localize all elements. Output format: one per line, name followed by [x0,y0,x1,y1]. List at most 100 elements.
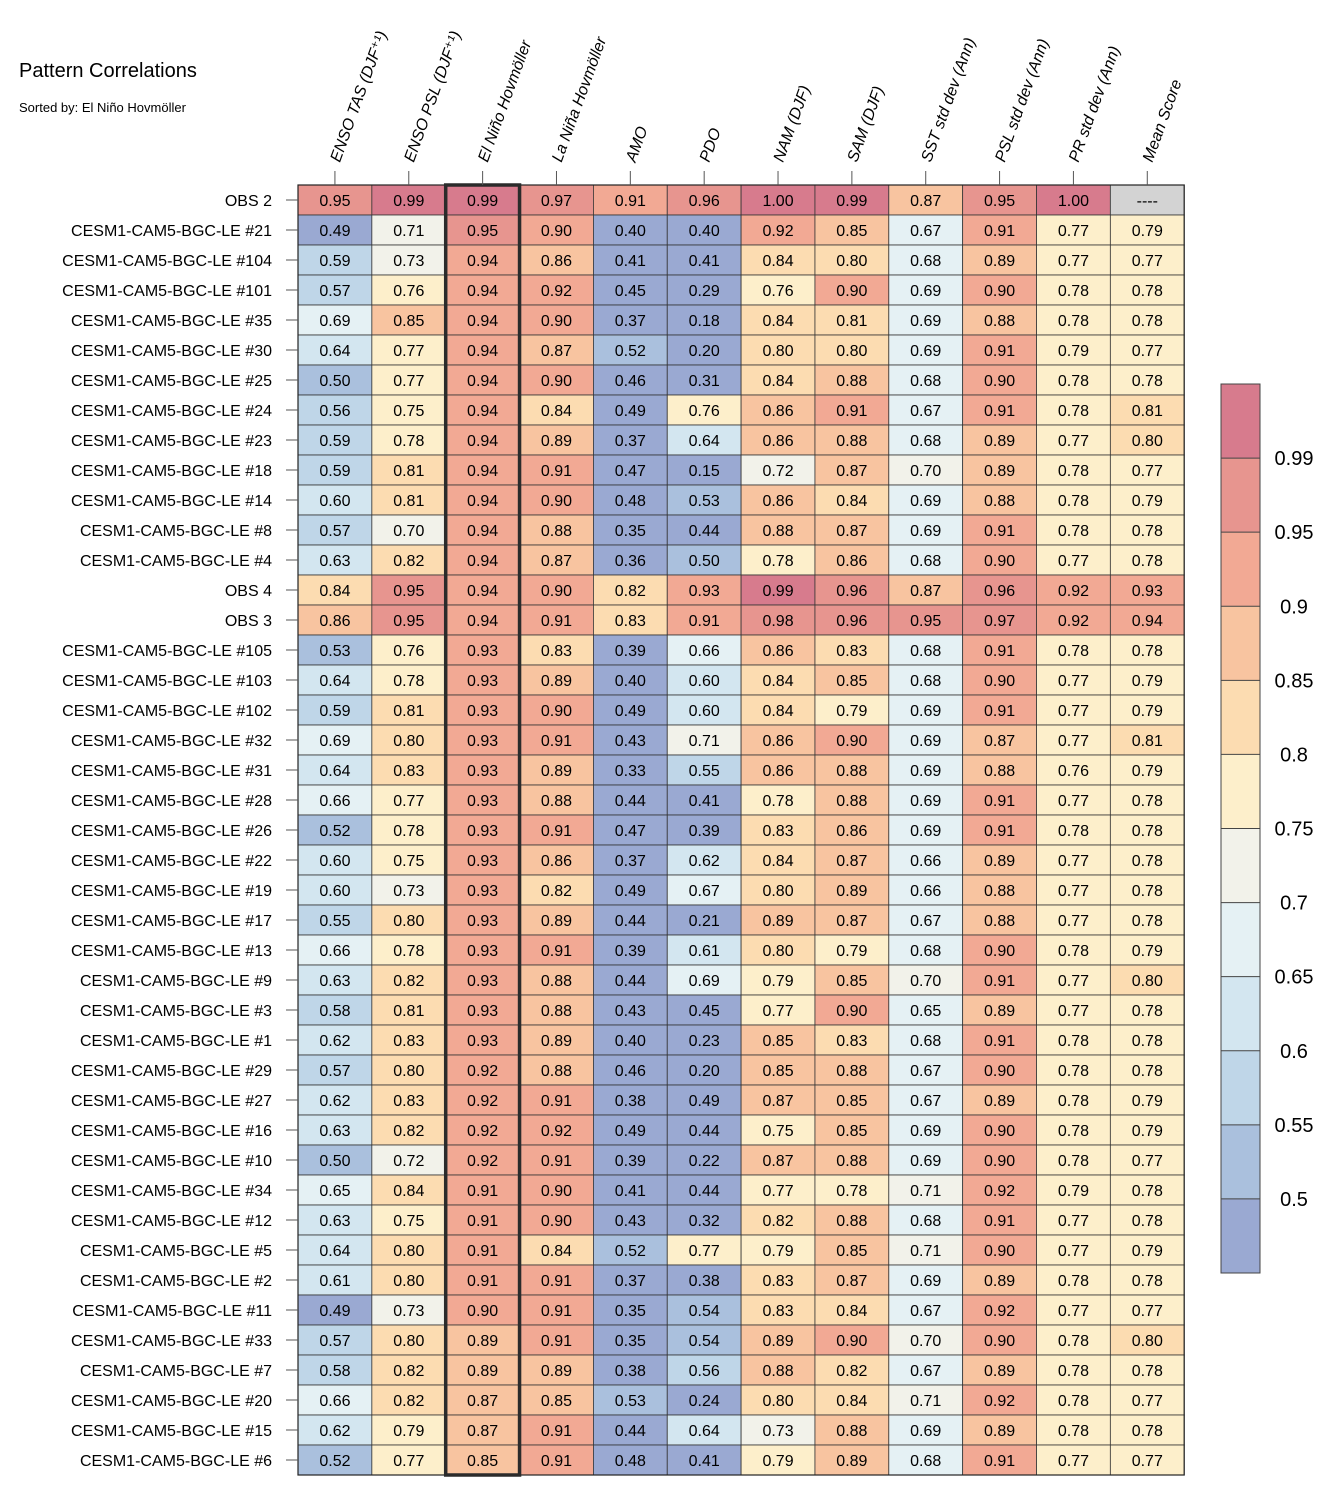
cell-value-label: 0.78 [1132,1003,1163,1020]
cell-value-label: 0.78 [393,673,424,690]
cell-value-label: 0.84 [762,253,793,270]
heatmap-cell [740,934,816,966]
cell-value-label: 0.50 [319,373,350,390]
cell-value-label: 0.84 [762,853,793,870]
heatmap-cell [297,1204,373,1236]
heatmap-cell [962,754,1037,786]
cell-value-label: 0.93 [467,793,498,810]
heatmap-cell [371,1114,447,1146]
cell-value-label: 0.69 [910,1123,941,1140]
row-label: CESM1-CAM5-BGC-LE #25 [71,373,272,390]
heatmap-cell [593,754,668,786]
cell-value-label: 0.83 [762,1303,793,1320]
cell-value-label: 0.84 [836,1303,867,1320]
heatmap-cell [666,274,742,306]
cell-value-label: 0.88 [836,1423,867,1440]
cell-value-label: 0.80 [393,733,424,750]
colorbar-box [1221,458,1260,533]
cell-value-label: 0.56 [319,403,350,420]
cell-value-label: 0.90 [836,1003,867,1020]
cell-value-label: 0.75 [393,403,424,420]
cell-value-label: 0.79 [1132,673,1163,690]
cell-value-label: 0.22 [689,1153,720,1170]
cell-value-label: 0.49 [319,1303,350,1320]
heatmap-cell [888,184,964,216]
cell-value-label: 0.81 [836,313,867,330]
heatmap-cell [593,424,668,456]
cell-value-label: 0.77 [1058,703,1089,720]
heatmap-cell [1109,1414,1185,1446]
cell-value-label: 0.77 [1132,463,1163,480]
heatmap-cell [519,664,594,696]
cell-value-label: 0.89 [541,433,572,450]
colorbar-tick-label: 0.95 [1275,522,1314,544]
row-label: CESM1-CAM5-BGC-LE #103 [62,673,272,690]
cell-value-label: 0.91 [541,1153,572,1170]
cell-value-label: 0.87 [836,463,867,480]
cell-value-label: 0.91 [541,1333,572,1350]
heatmap-cell [445,1204,520,1236]
cell-value-label: 0.93 [689,583,720,600]
cell-value-label: 0.77 [1132,1453,1163,1470]
heatmap-cell [593,394,668,426]
cell-value-label: 0.66 [910,853,941,870]
heatmap-cell [1109,784,1185,816]
heatmap-cell [445,1384,520,1416]
heatmap-cell [814,1294,890,1326]
heatmap-cell [962,634,1037,666]
cell-value-label: 0.87 [910,583,941,600]
heatmap-cell [962,514,1037,546]
cell-value-label: 0.90 [836,283,867,300]
heatmap-cell [445,664,520,696]
heatmap-cell [371,1264,447,1296]
cell-value-label: 0.78 [1058,523,1089,540]
cell-value-label: 0.79 [1132,703,1163,720]
heatmap-cell [740,784,816,816]
heatmap-cell [371,364,447,396]
heatmap-cell [519,934,594,966]
cell-value-label: 0.90 [984,1153,1015,1170]
cell-value-label: 0.90 [541,373,572,390]
column-header: El Niño Hovmöller [475,38,535,165]
heatmap-cell [740,394,816,426]
cell-value-label: 0.83 [615,613,646,630]
heatmap-cell [297,1174,373,1206]
heatmap-cell [666,814,742,846]
cell-value-label: 0.55 [689,763,720,780]
cell-value-label: 0.20 [689,343,720,360]
cell-value-label: 0.88 [541,973,572,990]
heatmap-cell [814,1324,890,1356]
cell-value-label: 0.80 [393,1333,424,1350]
cell-value-label: 0.78 [393,823,424,840]
cell-value-label: 0.69 [910,283,941,300]
cell-value-label: 0.89 [984,433,1015,450]
cell-value-label: 0.88 [836,1213,867,1230]
heatmap-cell [593,1204,668,1236]
cell-value-label: 0.78 [1058,823,1089,840]
heatmap-cell [593,244,668,276]
cell-value-label: 0.35 [615,1333,646,1350]
cell-value-label: 0.93 [467,1033,498,1050]
heatmap-cell [740,1354,816,1386]
heatmap-cell [445,874,520,906]
heatmap-cell [1036,844,1111,876]
heatmap-cell [1036,874,1111,906]
cell-value-label: 0.78 [1132,793,1163,810]
heatmap-cell [666,334,742,366]
colorbar-tick-label: 0.85 [1275,670,1314,692]
heatmap-cell [371,514,447,546]
cell-value-label: 0.69 [910,763,941,780]
cell-value-label: 0.80 [762,1393,793,1410]
cell-value-label: 0.87 [467,1393,498,1410]
heatmap-cell [1036,964,1111,996]
cell-value-label: 0.60 [319,883,350,900]
cell-value-label: 0.96 [689,193,720,210]
cell-value-label: 0.90 [984,1333,1015,1350]
cell-value-label: 0.87 [541,553,572,570]
cell-value-label: 0.87 [762,1153,793,1170]
heatmap-cell [371,1054,447,1086]
cell-value-label: 0.76 [1058,763,1089,780]
heatmap-cell [445,1324,520,1356]
cell-value-label: 0.78 [1132,853,1163,870]
colorbar-tick-label: 0.75 [1275,819,1314,841]
